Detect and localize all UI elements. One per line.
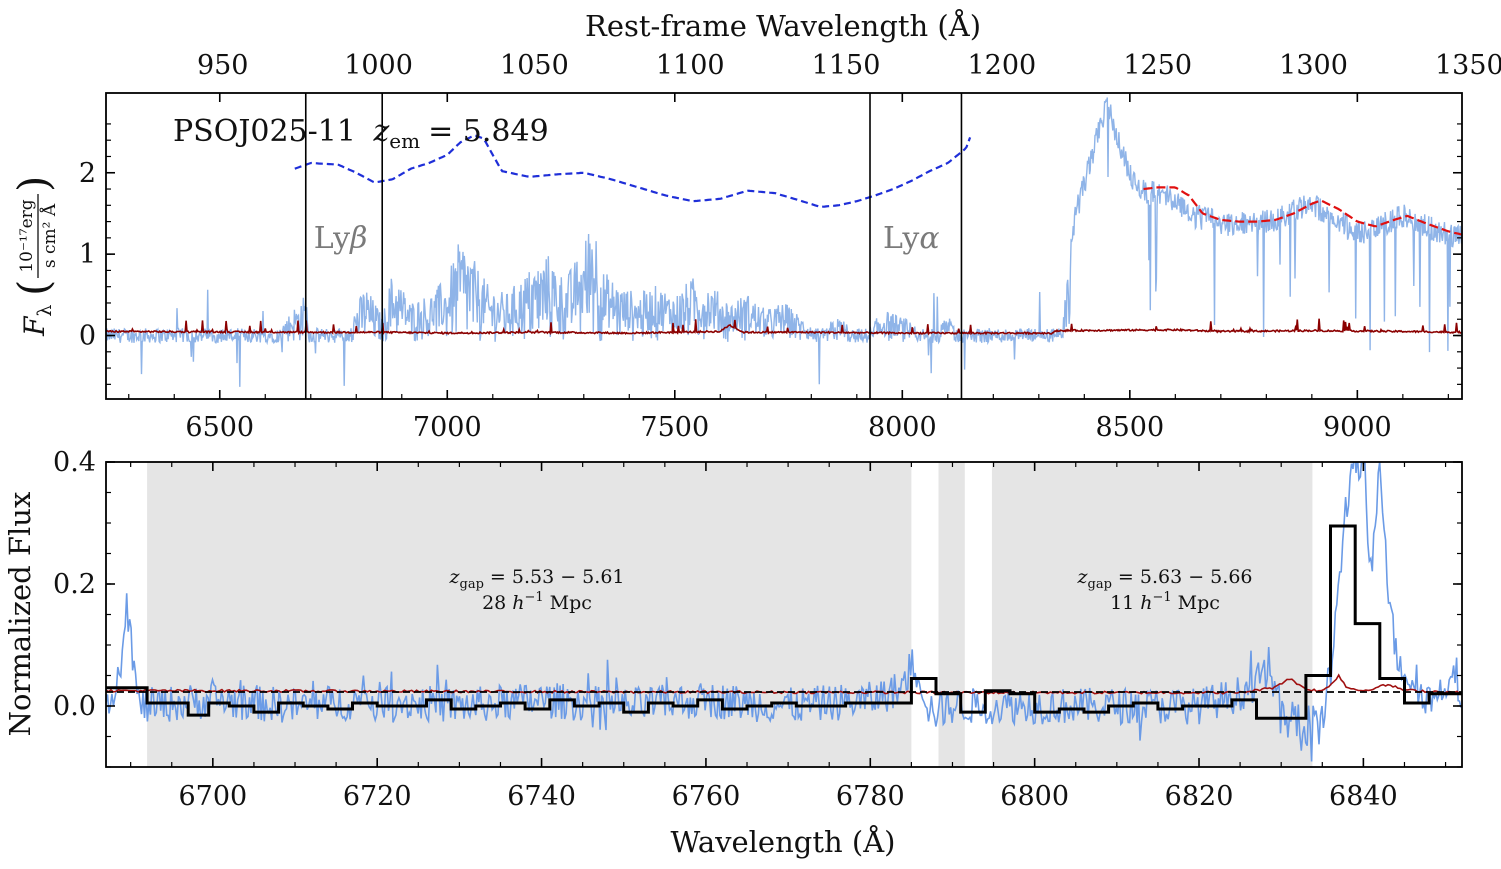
top-x-ticks: 6500 7000 7500 8000 8500 9000 [128, 93, 1449, 443]
bottom-xtick-label: 6740 [507, 781, 576, 812]
binned-step-line [106, 524, 1462, 720]
rest-tick-label: 1350 [1435, 50, 1501, 81]
top-xtick-label: 9000 [1323, 412, 1392, 443]
rest-tick-label: 1200 [968, 50, 1037, 81]
flux-unit-denominator: s cm² Å [39, 203, 60, 268]
z-subscript: em [389, 129, 420, 153]
ly-alpha-main: Ly [883, 221, 919, 256]
top-ytick-label: 1 [79, 239, 96, 270]
bottom-y-ticks: 0.0 0.2 0.4 [53, 447, 1462, 768]
error-line [106, 318, 1462, 336]
ly-beta-greek: β [349, 221, 367, 256]
bottom-xtick-label: 6760 [672, 781, 741, 812]
top-ytick-label: 0 [79, 321, 96, 352]
top-ytick-label: 2 [79, 158, 96, 189]
top-xtick-label: 6500 [185, 412, 254, 443]
bottom-xtick-label: 6820 [1165, 781, 1234, 812]
gap-region-1 [147, 462, 912, 767]
z-symbol: z [372, 114, 389, 149]
flux-subscript: λ [34, 305, 56, 317]
object-name: PSOJ025-11 [173, 114, 356, 149]
gap-region-3 [991, 462, 1313, 767]
bottom-x-axis-label: Wavelength (Å) [671, 824, 896, 859]
top-xtick-label: 7000 [413, 412, 482, 443]
rest-tick-label: 1250 [1123, 50, 1192, 81]
top-panel: 6500 7000 7500 8000 8500 9000 0 1 2 950 1000 1050… [9, 8, 1501, 443]
bottom-xtick-label: 6840 [1329, 781, 1398, 812]
rest-tick-label: 1300 [1279, 50, 1348, 81]
gap-1-redshift: zgap = 5.53 − 5.61 [449, 566, 625, 592]
gap-label-1: zgap = 5.53 − 5.61 28 h−1 Mpc [449, 566, 625, 614]
rest-tick-label: 1050 [500, 50, 569, 81]
top-xtick-label: 8500 [1095, 412, 1164, 443]
top-y-ticks: 0 1 2 [79, 123, 1462, 385]
top-xtick-label: 7500 [640, 412, 709, 443]
flux-paren-right: ) [9, 176, 58, 192]
ly-alpha-label: Lyα [883, 221, 940, 256]
rest-tick-label: 1100 [656, 50, 725, 81]
bottom-xtick-label: 6780 [836, 781, 905, 812]
continuum-prediction-line [294, 134, 972, 209]
bottom-y-axis-label: Normalized Flux [3, 492, 37, 737]
rest-tick-label: 950 [197, 50, 249, 81]
bottom-panel: zgap = 5.53 − 5.61 28 h−1 Mpc zgap = 5.63 − … [3, 447, 1463, 859]
flux-unit-numerator: 10⁻¹⁷erg [17, 199, 37, 272]
bottom-ytick-label: 0.0 [53, 691, 96, 722]
top-xtick-label: 8000 [868, 412, 937, 443]
gap-2-redshift: zgap = 5.63 − 5.66 [1077, 566, 1253, 592]
rest-frame-ticks: 950 1000 1050 1100 1150 1200 1250 1300 1350 [197, 50, 1501, 81]
ly-beta-label: Lyβ [314, 221, 368, 256]
gap-1-distance: 28 h−1 Mpc [482, 590, 592, 614]
lyman-lines [304, 93, 963, 399]
ly-alpha-greek: α [919, 221, 939, 256]
bottom-xtick-label: 6720 [343, 781, 412, 812]
rest-frame-axis-label: Rest-frame Wavelength (Å) [585, 8, 981, 43]
z-value: = 5.849 [428, 114, 549, 149]
bottom-ytick-label: 0.2 [53, 569, 96, 600]
gap-label-2: zgap = 5.63 − 5.66 11 h−1 Mpc [1077, 566, 1253, 614]
rest-tick-label: 1000 [344, 50, 413, 81]
bottom-xtick-label: 6700 [178, 781, 247, 812]
gap-2-distance: 11 h−1 Mpc [1110, 590, 1220, 614]
object-annotation: PSOJ025-11 zem = 5.849 [173, 114, 549, 153]
bottom-xtick-label: 6800 [1000, 781, 1069, 812]
flux-symbol: Fλ [18, 305, 56, 337]
rest-tick-label: 1150 [812, 50, 881, 81]
top-y-axis-label: Fλ ( 10⁻¹⁷erg s cm² Å ) [9, 176, 60, 337]
flux-paren-left: ( [9, 280, 58, 296]
top-axes-frame [105, 92, 1463, 400]
bottom-ytick-label: 0.4 [53, 447, 96, 478]
ly-beta-main: Ly [314, 221, 350, 256]
gap-regions [147, 462, 1313, 767]
spectrum-line [106, 97, 1462, 387]
red-side-fit-line [1143, 186, 1462, 236]
bottom-x-ticks: 6700 6720 6740 6760 6780 6800 6820 6840 [130, 462, 1447, 812]
